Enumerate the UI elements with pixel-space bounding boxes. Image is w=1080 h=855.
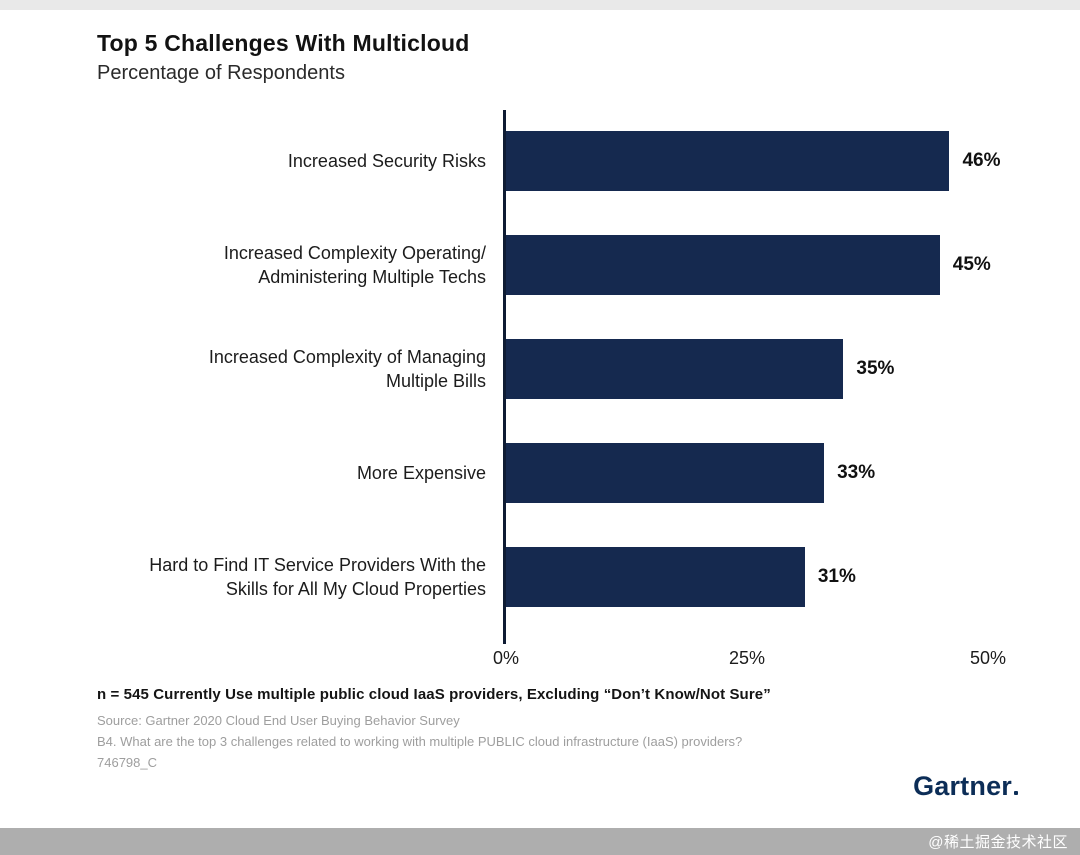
- bar-rows: Increased Security Risks 46% Increased C…: [97, 110, 1000, 644]
- bar-label: Increased Security Risks: [287, 150, 486, 171]
- bar-label: Increased Complexity of Managing Multipl…: [208, 346, 486, 391]
- bar-row: Increased Security Risks 46%: [97, 131, 1000, 191]
- bar-value: 46%: [962, 150, 1001, 171]
- footnotes: n = 545 Currently Use multiple public cl…: [97, 686, 1020, 773]
- y-axis-line: [503, 110, 506, 644]
- bar-track: 46%: [506, 131, 1000, 191]
- x-tick: 25%: [728, 648, 766, 668]
- bar: [506, 443, 825, 503]
- chart-canvas: Top 5 Challenges With Multicloud Percent…: [0, 10, 1080, 828]
- bar-chart: Increased Security Risks 46% Increased C…: [97, 110, 1006, 674]
- footnote-source: Source: Gartner 2020 Cloud End User Buyi…: [97, 713, 460, 728]
- bar-row: Increased Complexity Operating/ Administ…: [97, 235, 991, 295]
- bar-label: Increased Complexity Operating/ Administ…: [223, 242, 486, 287]
- gartner-logo: Gartner: [913, 771, 1018, 802]
- bottom-gray-strip: @稀土掘金技术社区: [0, 828, 1080, 855]
- bar-row: More Expensive 33%: [97, 443, 988, 503]
- bar: [506, 339, 844, 399]
- bar: [506, 131, 950, 191]
- footnote-id: 746798_C: [97, 755, 157, 771]
- bar-value: 31%: [817, 566, 856, 587]
- bar-row: Increased Complexity of Managing Multipl…: [97, 339, 988, 399]
- chart-title: Top 5 Challenges With Multicloud: [97, 30, 470, 56]
- bar-value: 35%: [856, 358, 895, 379]
- top-gray-strip: [0, 0, 1080, 10]
- x-axis-ticks: 0% 25% 50%: [493, 648, 1006, 674]
- footnote-sample: n = 545 Currently Use multiple public cl…: [97, 686, 771, 703]
- bar-value: 45%: [952, 254, 991, 275]
- bar-label: Hard to Find IT Service Providers With t…: [149, 554, 486, 599]
- bar: [506, 235, 940, 295]
- watermark-text: @稀土掘金技术社区: [928, 834, 1068, 851]
- bar: [506, 547, 805, 607]
- bar-track: 45%: [506, 235, 991, 295]
- bar-track: 35%: [506, 339, 988, 399]
- bar-track: 31%: [506, 547, 988, 607]
- x-tick: 0%: [492, 648, 520, 668]
- chart-header: Top 5 Challenges With Multicloud Percent…: [97, 30, 1080, 85]
- bar-track: 33%: [506, 443, 988, 503]
- bar-value: 33%: [837, 462, 876, 483]
- bar-row: Hard to Find IT Service Providers With t…: [97, 547, 988, 607]
- chart-subtitle: Percentage of Respondents: [97, 62, 345, 84]
- footnote-question: B4. What are the top 3 challenges relate…: [97, 734, 743, 750]
- gartner-logo-dot: [1014, 791, 1018, 795]
- gartner-logo-text: Gartner: [913, 771, 1012, 801]
- x-tick: 50%: [969, 648, 1007, 668]
- bar-label: More Expensive: [356, 462, 486, 483]
